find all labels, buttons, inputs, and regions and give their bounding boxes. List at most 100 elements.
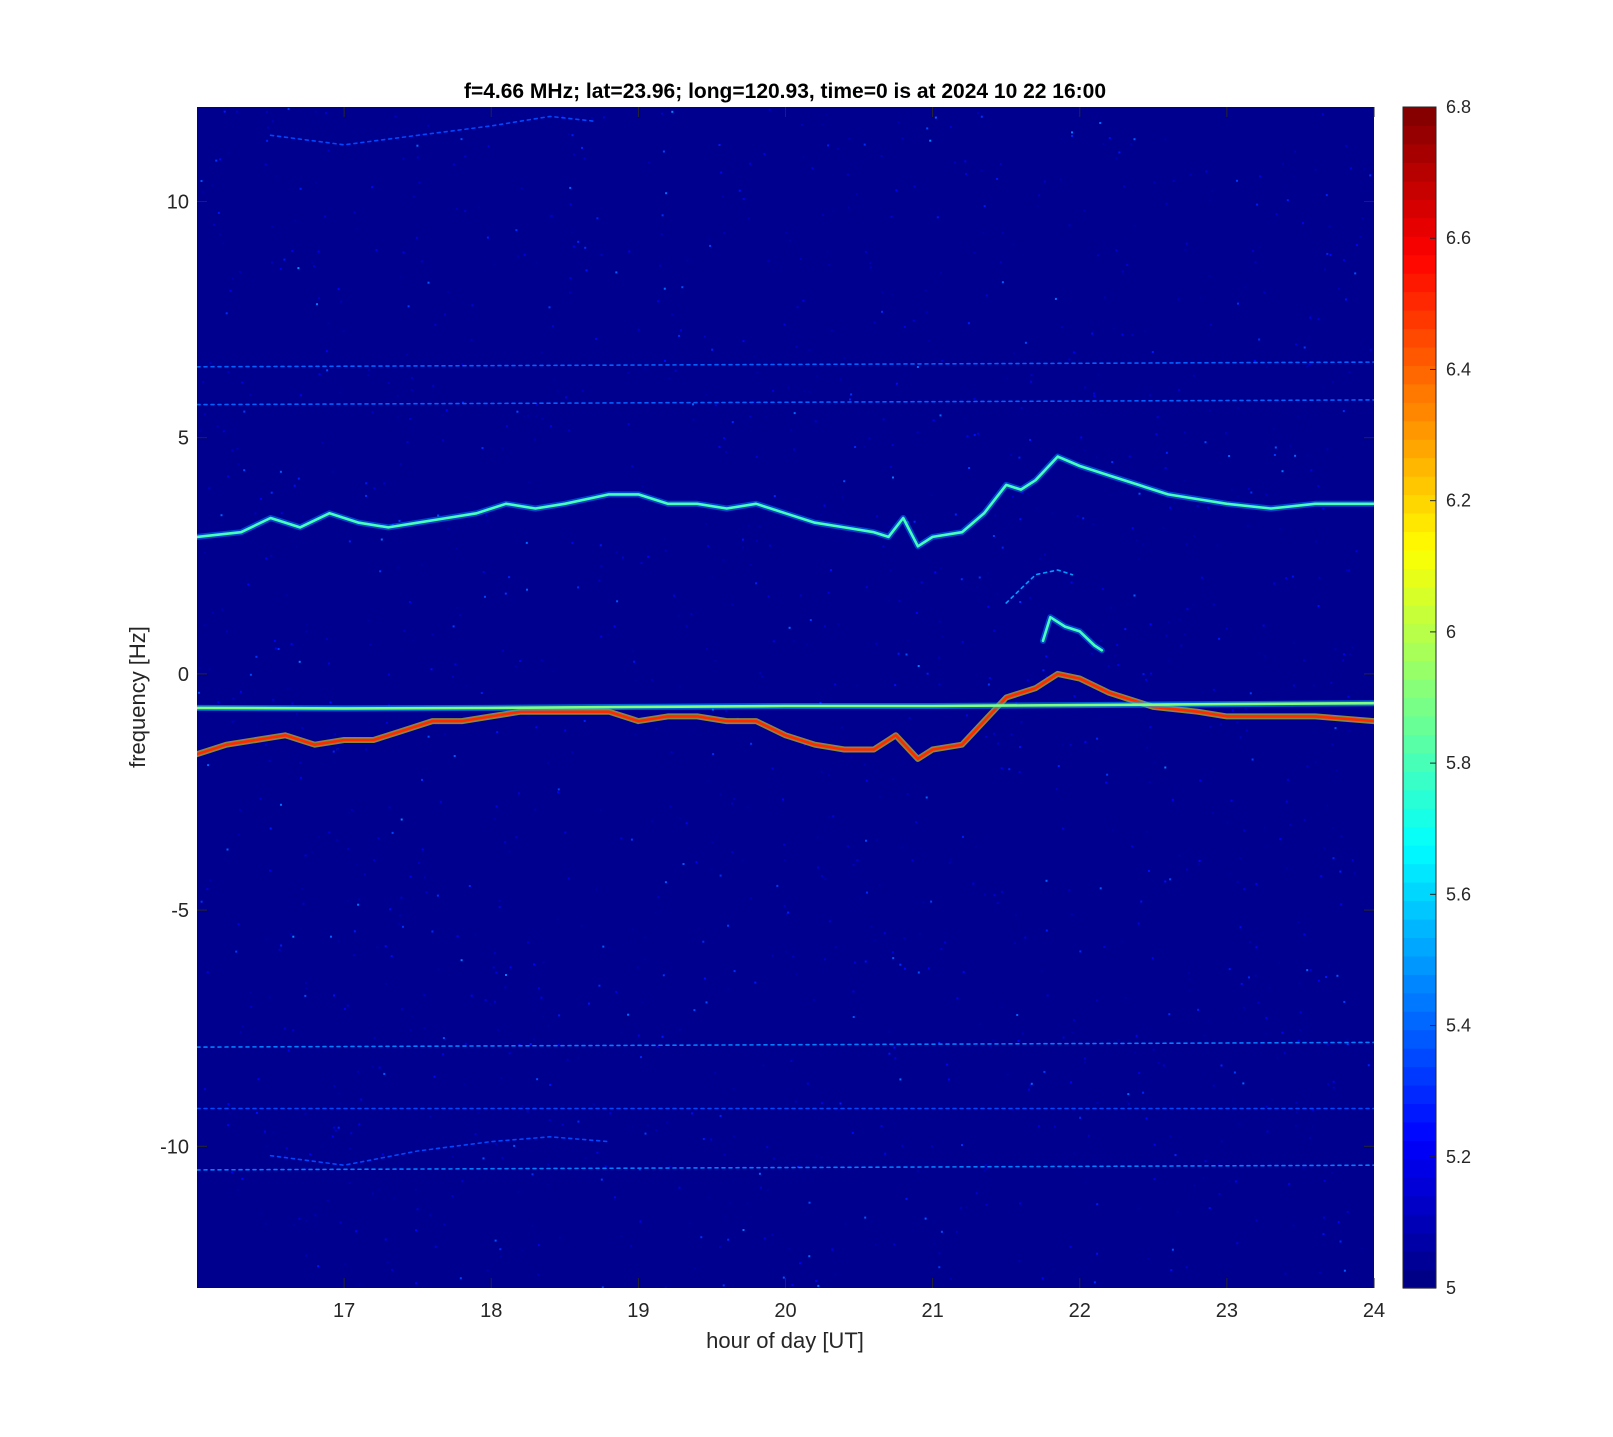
noise-speckle — [826, 250, 829, 253]
noise-speckle — [1127, 1093, 1130, 1096]
noise-speckle — [1289, 444, 1292, 447]
noise-speckle — [1306, 365, 1309, 368]
noise-speckle — [841, 496, 844, 499]
noise-speckle — [269, 827, 272, 830]
noise-speckle — [470, 339, 473, 342]
noise-speckle — [1124, 628, 1127, 631]
noise-speckle — [1057, 765, 1060, 768]
noise-speckle — [221, 608, 224, 611]
noise-speckle — [1317, 485, 1320, 488]
noise-speckle — [367, 619, 370, 622]
noise-speckle — [207, 764, 210, 767]
noise-speckle — [1317, 979, 1320, 982]
noise-speckle — [749, 564, 752, 566]
noise-speckle — [465, 685, 468, 687]
noise-speckle — [852, 863, 855, 866]
noise-speckle — [1157, 1062, 1160, 1064]
noise-speckle — [536, 1078, 539, 1081]
noise-speckle — [1030, 1082, 1033, 1085]
noise-speckle — [1189, 173, 1192, 176]
noise-speckle — [423, 1027, 426, 1029]
noise-speckle — [973, 398, 976, 401]
noise-speckle — [1103, 946, 1106, 948]
noise-speckle — [869, 266, 872, 269]
colorbar-tick-label: 5.8 — [1446, 753, 1471, 773]
noise-speckle — [899, 1078, 902, 1081]
noise-speckle — [431, 930, 434, 933]
noise-speckle — [637, 1034, 640, 1037]
noise-speckle — [708, 238, 711, 241]
noise-speckle — [933, 1242, 936, 1245]
noise-speckle — [353, 211, 356, 214]
noise-speckle — [980, 115, 983, 118]
colorbar-tick-label: 5 — [1446, 1278, 1456, 1298]
noise-speckle — [758, 525, 761, 528]
noise-speckle — [1020, 721, 1023, 724]
noise-speckle — [1045, 655, 1048, 658]
noise-speckle — [1323, 1179, 1326, 1182]
noise-speckle — [280, 803, 282, 806]
noise-speckle — [719, 874, 722, 877]
noise-speckle — [464, 210, 467, 213]
colorbar-band — [1403, 328, 1436, 348]
noise-speckle — [852, 1016, 855, 1018]
colorbar-band — [1403, 125, 1436, 145]
noise-speckle — [456, 935, 459, 938]
noise-speckle — [1165, 451, 1168, 454]
noise-speckle — [1197, 862, 1200, 865]
noise-speckle — [249, 393, 252, 396]
colorbar-band — [1403, 494, 1436, 514]
noise-speckle — [1276, 1057, 1279, 1060]
noise-speckle — [1051, 512, 1054, 515]
noise-speckle — [397, 416, 399, 419]
noise-speckle — [1326, 448, 1329, 451]
noise-speckle — [510, 598, 513, 601]
noise-speckle — [1297, 921, 1300, 924]
noise-speckle — [998, 400, 1001, 403]
noise-speckle — [632, 928, 634, 931]
noise-speckle — [557, 1044, 560, 1047]
noise-speckle — [595, 338, 597, 340]
noise-speckle — [1126, 264, 1129, 266]
noise-speckle — [1148, 870, 1150, 872]
noise-speckle — [1332, 827, 1335, 830]
noise-speckle — [533, 438, 536, 441]
noise-speckle — [983, 1169, 986, 1172]
noise-speckle — [315, 181, 318, 184]
noise-speckle — [265, 1145, 268, 1148]
noise-speckle — [1302, 222, 1304, 225]
noise-speckle — [264, 163, 267, 166]
noise-speckle — [568, 429, 571, 432]
noise-speckle — [711, 841, 714, 844]
noise-speckle — [231, 449, 234, 452]
noise-speckle — [666, 1121, 669, 1124]
noise-speckle — [1265, 845, 1268, 848]
noise-speckle — [501, 1156, 504, 1159]
noise-speckle — [264, 1130, 266, 1133]
noise-speckle — [627, 372, 630, 375]
colorbar-band — [1403, 291, 1436, 311]
noise-speckle — [1303, 933, 1306, 936]
noise-speckle — [813, 998, 816, 1001]
noise-speckle — [1228, 1179, 1231, 1182]
noise-speckle — [504, 592, 507, 595]
noise-speckle — [884, 1152, 887, 1155]
noise-speckle — [525, 541, 528, 544]
noise-speckle — [650, 679, 653, 682]
noise-speckle — [266, 110, 268, 113]
noise-speckle — [500, 1077, 503, 1079]
noise-speckle — [966, 435, 969, 438]
noise-speckle — [1126, 1100, 1129, 1103]
noise-speckle — [947, 1078, 950, 1081]
noise-speckle — [746, 805, 749, 808]
noise-speckle — [1164, 766, 1167, 769]
colorbar-band — [1403, 1269, 1436, 1289]
noise-speckle — [722, 1284, 725, 1287]
noise-speckle — [797, 1166, 799, 1168]
noise-speckle — [1218, 637, 1221, 640]
noise-speckle — [843, 357, 846, 360]
noise-speckle — [1043, 1070, 1046, 1073]
noise-speckle — [732, 1087, 735, 1090]
noise-speckle — [714, 660, 717, 662]
noise-speckle — [378, 1188, 381, 1191]
